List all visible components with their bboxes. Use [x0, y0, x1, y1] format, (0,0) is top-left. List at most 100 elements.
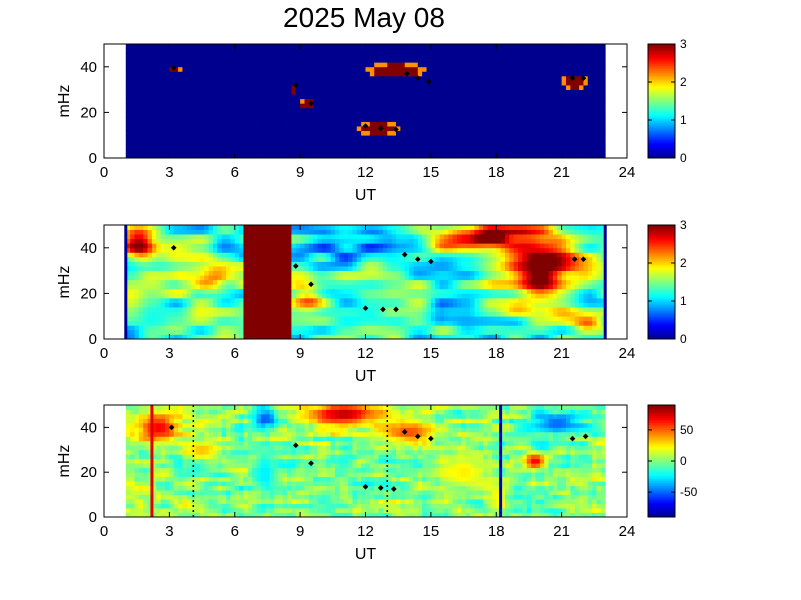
heatmap-cell — [304, 62, 310, 68]
heatmap-cell — [561, 126, 567, 132]
heatmap-cell — [496, 103, 502, 109]
heatmap-cell — [156, 293, 162, 299]
heatmap-cell — [156, 98, 162, 104]
heatmap-cell — [300, 135, 305, 141]
heatmap-cell — [287, 48, 292, 54]
heatmap-cell — [404, 316, 410, 322]
heatmap-cell — [252, 329, 257, 335]
heatmap-cell — [426, 284, 432, 290]
heatmap-cell — [243, 256, 249, 262]
heatmap-cell — [343, 297, 349, 303]
heatmap-cell — [378, 107, 384, 113]
heatmap-cell — [143, 62, 148, 68]
heatmap-cell — [160, 48, 166, 54]
heatmap-cell — [287, 334, 292, 340]
heatmap-cell — [413, 307, 419, 313]
heatmap-cell — [417, 261, 423, 267]
heatmap-cell — [291, 247, 297, 253]
heatmap-cell — [178, 316, 183, 322]
heatmap-cell — [300, 252, 305, 258]
heatmap-cell — [387, 325, 393, 331]
colorbar-cell — [648, 115, 675, 118]
heatmap-cell — [304, 234, 310, 240]
heatmap-cell — [247, 135, 253, 141]
heatmap-cell — [422, 293, 427, 299]
heatmap-cell — [334, 252, 340, 258]
heatmap-cell — [387, 48, 393, 54]
heatmap-cell — [365, 252, 371, 258]
heatmap-cell — [217, 126, 223, 132]
heatmap-cell — [282, 284, 288, 290]
heatmap-cell — [195, 144, 201, 150]
heatmap-cell — [256, 98, 262, 104]
heatmap-cell — [156, 266, 162, 271]
heatmap-cell — [474, 275, 480, 281]
heatmap-cell — [243, 135, 249, 141]
heatmap-cell — [278, 293, 284, 299]
heatmap-cell — [239, 225, 244, 230]
heatmap-cell — [308, 229, 314, 235]
heatmap-cell — [226, 148, 231, 154]
heatmap-cell — [409, 153, 414, 159]
heatmap-cell — [191, 320, 196, 326]
heatmap-cell — [378, 252, 384, 258]
heatmap-cell — [169, 139, 175, 145]
heatmap-cell — [138, 53, 144, 59]
heatmap-cell — [430, 243, 436, 249]
heatmap-cell — [583, 112, 589, 118]
heatmap-cell — [443, 126, 449, 132]
heatmap-cell — [531, 94, 536, 100]
heatmap-cell — [199, 334, 205, 340]
heatmap-cell — [247, 98, 253, 104]
heatmap-cell — [308, 153, 314, 159]
heatmap-cell — [457, 256, 462, 262]
heatmap-cell — [487, 279, 493, 285]
heatmap-cell — [518, 148, 523, 154]
heatmap-cell — [195, 116, 201, 122]
heatmap-cell — [565, 53, 571, 59]
heatmap-cell — [326, 261, 332, 267]
heatmap-cell — [195, 153, 201, 159]
heatmap-cell — [265, 80, 271, 86]
heatmap-cell — [199, 126, 205, 132]
heatmap-cell — [483, 247, 488, 253]
heatmap-cell — [165, 153, 170, 159]
heatmap-cell — [600, 75, 606, 81]
heatmap-cell — [483, 66, 488, 72]
heatmap-cell — [125, 261, 131, 267]
heatmap-cell — [352, 48, 358, 54]
heatmap-cell — [474, 284, 480, 290]
heatmap-cell — [138, 153, 144, 159]
heatmap-cell — [143, 44, 148, 49]
heatmap-cell — [435, 270, 440, 276]
heatmap-cell — [134, 71, 140, 77]
heatmap-cell — [138, 112, 144, 118]
heatmap-cell — [243, 53, 249, 59]
heatmap-cell — [374, 103, 379, 109]
heatmap-cell — [230, 153, 236, 159]
heatmap-cell — [130, 126, 135, 132]
heatmap-cell — [334, 107, 340, 113]
heatmap-cell — [212, 284, 218, 290]
heatmap-cell — [308, 320, 314, 326]
heatmap-cell — [579, 71, 584, 77]
heatmap-cell — [491, 66, 497, 72]
heatmap-cell — [217, 121, 223, 127]
heatmap-cell — [156, 243, 162, 249]
heatmap-cell — [361, 48, 366, 54]
heatmap-cell — [208, 316, 214, 322]
heatmap-cell — [156, 225, 162, 230]
heatmap-cell — [565, 57, 571, 63]
heatmap-cell — [557, 139, 563, 145]
heatmap-cell — [230, 44, 236, 49]
heatmap-cell — [448, 144, 454, 150]
heatmap-cell — [400, 116, 406, 122]
heatmap-cell — [557, 66, 563, 72]
heatmap-cell — [234, 256, 240, 262]
heatmap-cell — [526, 107, 532, 113]
heatmap-cell — [404, 107, 410, 113]
heatmap-cell — [356, 126, 362, 132]
heatmap-cell — [465, 279, 471, 285]
heatmap-cell — [422, 275, 427, 281]
heatmap-cell — [186, 297, 192, 303]
